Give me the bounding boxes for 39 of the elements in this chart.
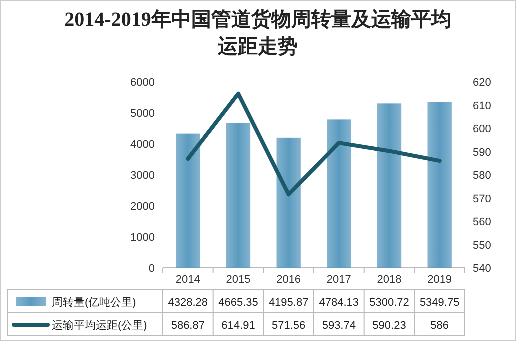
title: 运距走势 (218, 36, 298, 58)
data-label: 5349.75 (420, 297, 460, 309)
y2-tick-label: 590 (473, 146, 492, 159)
data-label: 614.91 (222, 320, 256, 332)
y-tick-label: 6000 (130, 77, 155, 89)
data-label: 4784.13 (319, 297, 360, 309)
y-tick-label: 2000 (130, 201, 155, 213)
data-label: 586 (430, 320, 450, 332)
y-tick-label: 1000 (130, 232, 155, 244)
y2-tick-label: 610 (473, 100, 492, 112)
y2-tick-label: 570 (473, 193, 492, 206)
y2-tick-label: 550 (473, 240, 492, 252)
data-label: 4195.87 (268, 297, 309, 309)
legend-label: 周转量(亿吨公里) (52, 296, 136, 309)
x-tick-label: 2014 (176, 274, 200, 286)
y-tick-label: 4000 (130, 139, 155, 151)
data-label: 4665.35 (218, 297, 258, 309)
line-series (186, 92, 442, 197)
x-tick-label: 2015 (226, 274, 251, 286)
x-tick-label: 2016 (276, 274, 302, 286)
data-label: 571.56 (272, 320, 306, 332)
y-tick-label: 5000 (130, 108, 155, 120)
y2-tick-label: 560 (473, 216, 492, 228)
x-tick-label: 2017 (326, 274, 352, 286)
y-tick-label: 3000 (130, 170, 155, 182)
y-tick-label: 0 (148, 263, 155, 275)
data-label: 586.87 (171, 320, 205, 332)
x-tick-label: 2018 (377, 274, 402, 286)
y2-tick-label: 540 (473, 263, 492, 275)
y2-tick-label: 600 (473, 124, 492, 136)
data-label: 5300.72 (370, 297, 410, 309)
data-label: 593.74 (322, 320, 356, 332)
legend-label: 运输平均运距(公里) (52, 319, 148, 332)
title: 2014-2019年中国管道货物周转量及运输平均 (64, 9, 452, 31)
y2-tick-label: 620 (473, 77, 492, 89)
data-label: 4328.28 (168, 297, 208, 309)
y2-tick-label: 580 (473, 170, 492, 182)
x-tick-label: 2019 (428, 274, 452, 286)
data-label: 590.23 (372, 320, 406, 332)
